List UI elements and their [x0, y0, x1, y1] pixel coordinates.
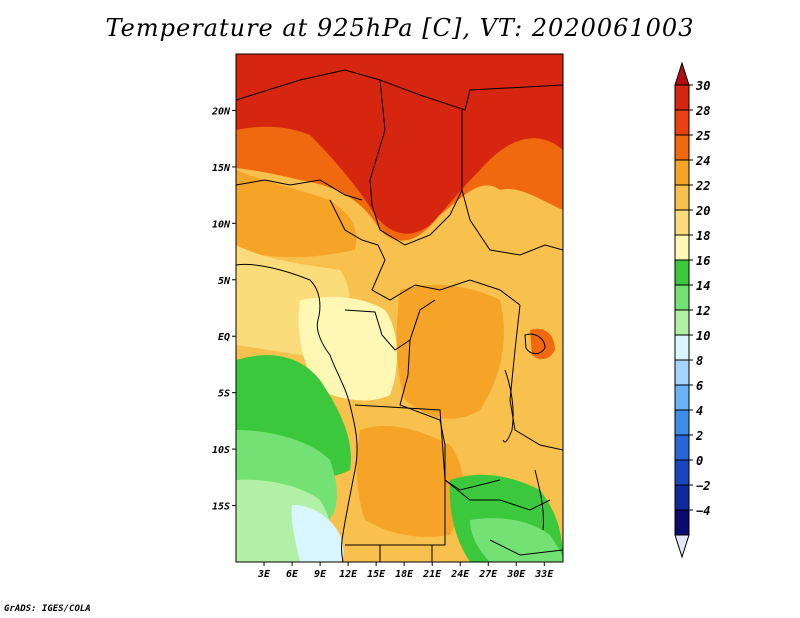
colorbar-swatch [674, 184, 690, 211]
coastline [236, 263, 358, 562]
x-tick-label: 30E [506, 569, 526, 580]
border-niger-chad [369, 79, 463, 246]
colorbar-label: 25 [695, 129, 710, 143]
colorbar-swatch [674, 384, 690, 411]
x-tick-label: 9E [314, 569, 327, 580]
chart-title: Temperature at 925hPa [C], VT: 202006100… [105, 14, 695, 42]
colorbar-swatch [674, 459, 690, 486]
colorbar-swatch [674, 134, 690, 161]
field-25-east [396, 284, 504, 419]
border-drc [399, 339, 501, 491]
colorbar-label: 12 [696, 304, 710, 318]
colorbar-label: 6 [696, 379, 703, 393]
colorbar-label: 4 [696, 404, 703, 418]
y-tick-label: 10N [212, 219, 231, 230]
colorbar-swatch [674, 509, 690, 536]
colorbar-swatch [674, 359, 690, 386]
colorbar-label: 2 [695, 429, 703, 443]
border-west [236, 179, 363, 201]
y-tick-label: 15N [212, 163, 231, 174]
map-frame [235, 53, 564, 563]
border-sudan [461, 189, 563, 256]
colorbar-label: 28 [695, 104, 710, 118]
field-10-benguela [291, 505, 344, 562]
x-tick-label: 21E [422, 569, 442, 580]
colorbar-label: 22 [695, 179, 710, 193]
x-tick-label: 18E [395, 569, 414, 580]
field-28-ethiopia [530, 328, 555, 360]
y-tick-label: 5N [218, 276, 231, 287]
lake-tanganyika [502, 369, 514, 443]
colorbar-swatch [674, 434, 690, 461]
colorbar-label: 14 [696, 279, 710, 293]
colorbar-swatch [674, 209, 690, 236]
x-tick-label: 12E [339, 569, 358, 580]
x-tick-label: 27E [478, 569, 498, 580]
border-congo [344, 299, 436, 351]
colorbar-label: 16 [696, 254, 710, 268]
field-14-southeast [470, 518, 563, 562]
credit-text: GrADS: IGES/COLA [4, 604, 91, 614]
y-axis-ticks: 20N 15N 10N 5N EQ 5S 10S 15S [211, 106, 236, 513]
field-25-west [236, 170, 357, 258]
colorbar-bottom-triangle [674, 534, 690, 559]
colorbar-swatch [674, 334, 690, 361]
lake-victoria [524, 333, 546, 355]
border-south [379, 539, 563, 562]
colorbar-label: −4 [696, 504, 710, 518]
border-angola [345, 404, 446, 546]
y-tick-label: EQ [218, 332, 230, 343]
colorbar-swatch [674, 309, 690, 336]
colorbar-swatch [674, 484, 690, 511]
colorbar-label: 8 [696, 354, 703, 368]
x-tick-label: 6E [286, 569, 299, 580]
colorbar-swatch [674, 84, 690, 111]
x-tick-label: 24E [450, 569, 470, 580]
lake-malawi [534, 469, 544, 531]
colorbar-swatch [674, 234, 690, 261]
field-18-congo [298, 297, 397, 401]
colorbar-swatch [674, 284, 690, 311]
colorbar-label: 30 [695, 79, 710, 93]
field-25-south [356, 425, 464, 537]
colorbar-swatch [674, 109, 690, 136]
border-cameroon [371, 279, 521, 306]
x-tick-label: 15E [367, 569, 386, 580]
colorbar-label: 20 [695, 204, 710, 218]
y-tick-label: 20N [211, 106, 231, 117]
x-tick-label: 33E [534, 569, 554, 580]
colorbar-label: −2 [696, 479, 710, 493]
y-tick-label: 10S [212, 445, 230, 456]
colorbar-label: 10 [696, 329, 710, 343]
x-axis-ticks: 3E 6E 9E 12E 15E 18E 21E 24E 27E 30E 33E [257, 562, 554, 580]
y-tick-label: 15S [212, 502, 230, 513]
border-east [509, 304, 563, 451]
y-tick-label: 5S [218, 389, 230, 400]
border-sahara [236, 69, 563, 111]
colorbar-swatch [674, 259, 690, 286]
colorbar-label: 0 [696, 454, 703, 468]
colorbar-top-triangle [674, 61, 690, 86]
border-zambia [444, 479, 551, 511]
colorbar-label: 18 [696, 229, 710, 243]
border-nigeria [329, 199, 386, 291]
colorbar-swatch [674, 159, 690, 186]
x-tick-label: 3E [257, 569, 271, 580]
colorbar-swatch [674, 409, 690, 436]
colorbar-label: 24 [695, 154, 710, 168]
field-30-band [236, 54, 563, 234]
